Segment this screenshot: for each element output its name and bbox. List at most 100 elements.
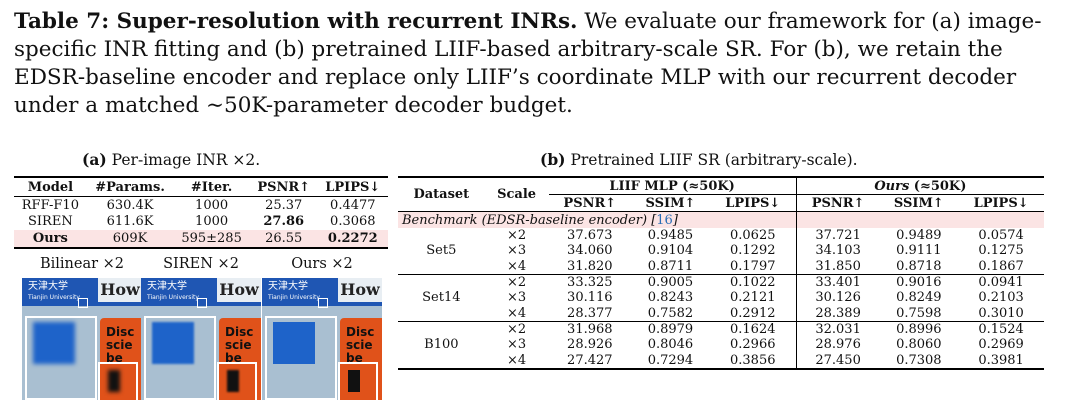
thumb-sign-text: Disc scie be — [106, 325, 135, 365]
table-cell: 0.9104 — [647, 243, 694, 259]
col-header: SSIM↑ — [879, 194, 959, 212]
table-cell: 0.0574 — [978, 228, 1024, 244]
scale-cell: ×3 — [507, 243, 527, 259]
table-cell: 1000 — [195, 197, 229, 213]
thumb-label-bilinear: Bilinear ×2 — [39, 256, 125, 272]
col-header: SSIM↑ — [631, 194, 710, 212]
table-cell: 0.8996 — [879, 320, 959, 338]
thumb-sign-text: Disc scie be — [346, 325, 375, 365]
table-cell: 27.86 — [263, 214, 305, 230]
table-cell: 0.2272 — [317, 230, 388, 249]
table-cell: 31.850 — [795, 258, 880, 275]
scale-cell: ×3 — [507, 337, 527, 353]
table-cell: 0.8711 — [647, 258, 694, 274]
scale-cell: ×3 — [507, 290, 527, 306]
table-row: RFF-F10 630.4K 1000 25.37 0.4477 — [14, 197, 388, 214]
thumb-zoom-inset-small — [98, 362, 138, 400]
subtable-b-title: Pretrained LIIF SR (arbitrary-scale). — [570, 151, 858, 169]
thumb-logo: 天津大学 Tianjin University — [147, 281, 199, 302]
table-row: Set14 ×2 33.325 0.9005 0.1022 33.401 0.9016 0.0… — [398, 273, 1044, 322]
table-a: Model #Params. #Iter. PSNR↑ LPIPS↓ RFF-F… — [14, 176, 388, 249]
table-cell: RFF-F10 — [21, 197, 79, 213]
table-cell: 0.9111 — [896, 243, 942, 259]
table-cell: 0.8979 — [631, 320, 710, 338]
table-cell: 0.3010 — [978, 305, 1024, 321]
col-header-dataset: Dataset — [398, 176, 485, 212]
table-b-header-row-2: PSNR↑ SSIM↑ LPIPS↓ PSNR↑ SSIM↑ LPIPS↓ — [398, 194, 1044, 212]
thumb-logo: 天津大学 Tianjin University — [268, 281, 320, 302]
col-header-scale: Scale — [484, 176, 549, 212]
col-header: LPIPS↓ — [958, 194, 1044, 212]
thumb-how-text: How — [338, 278, 382, 302]
table-cell: 609K — [86, 230, 174, 249]
subtable-a-caption: (a) Per-image INR ×2. — [82, 150, 260, 169]
table-a-header-row: Model #Params. #Iter. PSNR↑ LPIPS↓ — [14, 176, 388, 197]
col-header: LPIPS↓ — [709, 194, 797, 212]
table-cell: 0.7598 — [896, 305, 942, 321]
table-cell: 0.1797 — [730, 258, 776, 274]
thumb-how-text: How — [217, 278, 261, 302]
table-cell: 0.3981 — [958, 352, 1044, 370]
table-cell: 0.8060 — [896, 337, 942, 353]
table-cell: SIREN — [28, 214, 73, 230]
table-cell: 0.1022 — [709, 273, 797, 291]
scale-cell: ×2 — [484, 320, 549, 338]
table-cell: 0.7308 — [879, 352, 959, 370]
table-cell: 33.401 — [795, 273, 880, 291]
thumbnail-ours: 天津大学 Tianjin University How Disc scie be — [262, 278, 382, 400]
thumb-zoom-inset-small — [338, 362, 378, 400]
table-cell: 0.8243 — [647, 290, 694, 306]
thumb-logo: 天津大学 Tianjin University — [28, 281, 80, 302]
thumb-zoom-inset — [25, 316, 97, 400]
table-row: Set5 ×2 37.673 0.9485 0.0625 37.721 0.9489 0.05… — [398, 228, 1044, 258]
table-cell: 30.126 — [795, 290, 880, 306]
table-cell: 28.926 — [567, 337, 613, 353]
table-cell: 0.9016 — [879, 273, 959, 291]
table-cell: 37.721 — [795, 228, 880, 244]
col-header: PSNR↑ — [249, 176, 318, 197]
col-header: Model — [14, 176, 87, 197]
subtable-b-label: (b) — [540, 150, 566, 169]
thumb-label-siren: SIREN ×2 — [163, 256, 239, 272]
benchmark-row: Benchmark (EDSR-baseline encoder) [16] — [398, 211, 1044, 228]
dataset-cell: B100 — [398, 320, 485, 370]
table-cell: 0.9005 — [631, 273, 710, 291]
caption-text: We evaluate our framework for (a) image-… — [14, 9, 1042, 118]
group-header-liif: LIIF MLP (≈50K) — [548, 176, 797, 195]
col-header: LPIPS↓ — [317, 176, 388, 197]
thumb-zoom-inset — [265, 316, 337, 400]
table-cell: 0.4477 — [330, 197, 376, 213]
table-cell: 611.6K — [106, 214, 154, 230]
table-cell: 0.8249 — [896, 290, 942, 306]
dataset-cell: Set5 — [426, 243, 457, 259]
table-cell: 0.2966 — [730, 337, 776, 353]
table-row-ours: Ours 609K 595±285 26.55 0.2272 — [14, 230, 388, 249]
table-cell: 0.3068 — [330, 214, 376, 230]
subtable-a-title: Per-image INR ×2. — [111, 151, 261, 169]
table-cell: 34.060 — [567, 243, 613, 259]
table-cell: 34.103 — [795, 243, 880, 259]
table-row: ×4 27.427 0.7294 0.3856 27.450 0.7308 0.3981 — [398, 352, 1044, 370]
table-cell: 26.55 — [249, 230, 318, 249]
table-cell: 0.7582 — [647, 305, 694, 321]
subtable-b-caption: (b) Pretrained LIIF SR (arbitrary-scale)… — [540, 150, 858, 169]
table-cell: 37.673 — [567, 228, 613, 244]
table-b: Dataset Scale LIIF MLP (≈50K) Ours (≈50K… — [398, 176, 1044, 370]
table-cell: Ours — [14, 230, 87, 249]
thumb-sign-text: Disc scie be — [225, 325, 254, 365]
caption-label: Table 7: Super-resolution with recurrent… — [14, 9, 578, 34]
table-cell: 0.1275 — [978, 243, 1024, 259]
table-cell: 0.2103 — [978, 290, 1024, 306]
table-cell: 595±285 — [173, 230, 250, 249]
table-cell: 1000 — [195, 214, 229, 230]
table-cell: 27.427 — [548, 352, 632, 370]
table-cell: 31.968 — [548, 320, 632, 338]
thumbnail-bilinear: 天津大学 Tianjin University How Disc scie be — [22, 278, 142, 400]
scale-cell: ×2 — [484, 273, 549, 291]
table-row: ×4 31.820 0.8711 0.1797 31.850 0.8718 0.1867 — [398, 258, 1044, 275]
thumb-zoom-inset — [144, 316, 216, 400]
table-cell: 0.1292 — [730, 243, 776, 259]
table-cell: 0.2121 — [730, 290, 776, 306]
table-cell: 0.8718 — [896, 258, 942, 274]
thumbnail-siren: 天津大学 Tianjin University How Disc scie be — [141, 278, 261, 400]
